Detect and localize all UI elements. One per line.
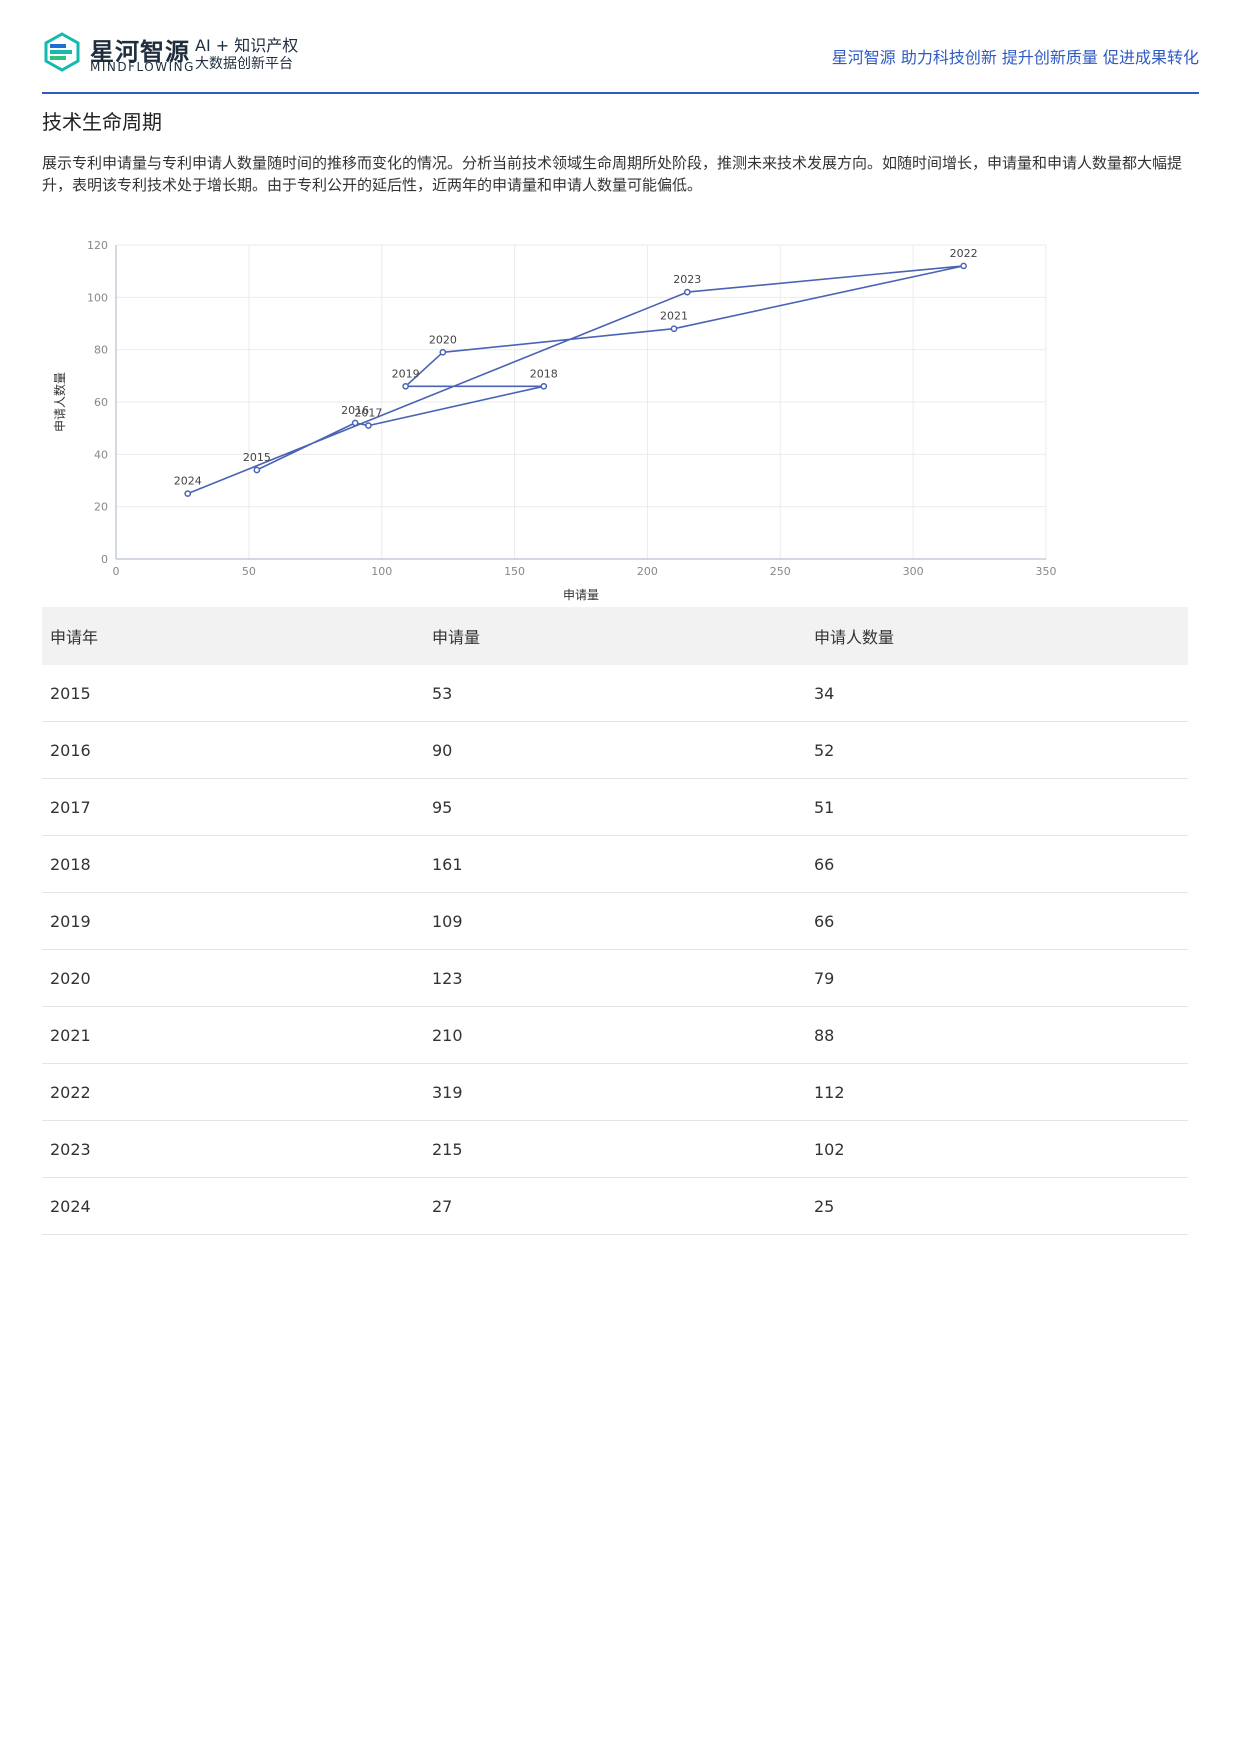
table-cell-applicants: 51 (806, 778, 1188, 836)
data-point (184, 490, 192, 497)
table-row: 2023 215 102 (42, 1120, 1188, 1178)
y-tick-label: 120 (87, 239, 108, 252)
y-tick-label: 0 (101, 553, 108, 566)
table-row: 2015 53 34 (42, 665, 1188, 722)
data-label: 2017 (354, 407, 382, 420)
data-point (683, 288, 691, 296)
table-cell-year: 2016 (42, 721, 424, 779)
data-point (253, 466, 261, 474)
table-cell-applicants: 66 (806, 835, 1188, 893)
data-label: 2022 (950, 247, 978, 260)
table-cell-applications: 95 (424, 778, 806, 836)
table-cell-year: 2015 (42, 665, 424, 722)
table-cell-year: 2023 (42, 1120, 424, 1178)
x-tick-label: 150 (504, 565, 525, 578)
table-cell-applicants: 52 (806, 721, 1188, 779)
data-label: 2018 (530, 367, 558, 380)
table-row: 2024 27 25 (42, 1177, 1188, 1235)
table-row: 2018 161 66 (42, 835, 1188, 893)
table-cell-applications: 123 (424, 949, 806, 1007)
table-header-year: 申请年 (42, 607, 424, 665)
table-cell-year: 2020 (42, 949, 424, 1007)
x-tick-label: 50 (242, 565, 256, 578)
table-header-applicants: 申请人数量 (806, 607, 1188, 665)
data-label: 2019 (392, 367, 420, 380)
table-cell-applicants: 25 (806, 1177, 1188, 1235)
y-axis-title: 申请人数量 (52, 372, 67, 432)
table-body: 2015 53 34 2016 90 52 2017 95 51 2018 161 66 2019 109… (42, 665, 1188, 1235)
table-cell-applications: 27 (424, 1177, 806, 1235)
x-tick-label: 200 (637, 565, 658, 578)
series-line (187, 265, 965, 495)
page-header: 星河智源 MINDFLOWING AI + 知识产权 大数据创新平台 星河智源 … (42, 28, 1199, 92)
data-label: 2015 (243, 451, 271, 464)
y-tick-label: 60 (94, 396, 108, 409)
x-tick-label: 350 (1036, 565, 1057, 578)
data-point (960, 262, 967, 270)
table-row: 2016 90 52 (42, 721, 1188, 779)
table-cell-applicants: 66 (806, 892, 1188, 950)
table-cell-year: 2018 (42, 835, 424, 893)
table-cell-applications: 215 (424, 1120, 806, 1178)
table-cell-applications: 210 (424, 1006, 806, 1064)
mindflowing-logo-icon (44, 32, 80, 72)
table-row: 2021 210 88 (42, 1006, 1188, 1064)
table-cell-applications: 109 (424, 892, 806, 950)
y-tick-label: 40 (94, 448, 108, 461)
table-cell-applicants: 79 (806, 949, 1188, 1007)
table-cell-applications: 161 (424, 835, 806, 893)
data-label: 2021 (660, 310, 688, 323)
table-cell-applicants: 112 (806, 1063, 1188, 1121)
table-header-row: 申请年 申请量 申请人数量 (42, 607, 1188, 665)
data-label: 2023 (673, 273, 701, 286)
lifecycle-chart: 0 50 100 150 200 250 300 350 0 20 40 60 80 100 120 申请量 申… (42, 232, 1199, 608)
data-point (670, 325, 678, 333)
header-slogan: 星河智源 助力科技创新 提升创新质量 促进成果转化 (831, 48, 1199, 67)
y-tick-label: 80 (94, 344, 108, 357)
brand-tagline-primary: AI + 知识产权 (195, 36, 299, 55)
data-label: 2020 (429, 333, 457, 346)
x-tick-label: 300 (903, 565, 924, 578)
table-row: 2020 123 79 (42, 949, 1188, 1007)
table-cell-year: 2022 (42, 1063, 424, 1121)
y-tick-label: 20 (94, 501, 108, 514)
table-row: 2022 319 112 (42, 1063, 1188, 1121)
header-divider (42, 92, 1199, 94)
brand-name-cn: 星河智源 (90, 38, 190, 66)
data-point (439, 348, 447, 356)
section-description: 展示专利申请量与专利申请人数量随时间的推移而变化的情况。分析当前技术领域生命周期… (42, 154, 1183, 194)
data-point (540, 382, 548, 390)
data-label: 2024 (174, 475, 202, 488)
table-cell-year: 2019 (42, 892, 424, 950)
x-tick-label: 250 (770, 565, 791, 578)
table-header-applications: 申请量 (424, 607, 806, 665)
brand-name-en: MINDFLOWING (90, 60, 195, 74)
table-cell-applications: 53 (424, 665, 806, 722)
data-label: 2016 (341, 404, 369, 417)
lifecycle-table: 申请年 申请量 申请人数量 2015 53 34 2016 90 52 2017 95 51 20… (42, 607, 1188, 1235)
data-point (365, 422, 372, 429)
section-title: 技术生命周期 (42, 110, 162, 134)
x-tick-label: 0 (113, 565, 120, 578)
y-tick-label: 100 (87, 291, 108, 304)
table-cell-applications: 319 (424, 1063, 806, 1121)
table-cell-applications: 90 (424, 721, 806, 779)
table-cell-applicants: 102 (806, 1120, 1188, 1178)
data-point (351, 419, 359, 427)
table-row: 2019 109 66 (42, 892, 1188, 950)
table-cell-applicants: 88 (806, 1006, 1188, 1064)
table-cell-year: 2021 (42, 1006, 424, 1064)
table-cell-applicants: 34 (806, 665, 1188, 722)
data-point (402, 382, 409, 390)
lifecycle-chart-svg: 0 50 100 150 200 250 300 350 0 20 40 60 80 100 120 申请量 申… (52, 239, 1057, 602)
x-tick-label: 100 (371, 565, 392, 578)
brand-tagline-secondary: 大数据创新平台 (195, 56, 293, 72)
table-row: 2017 95 51 (42, 778, 1188, 836)
table-cell-year: 2017 (42, 778, 424, 836)
table-cell-year: 2024 (42, 1177, 424, 1235)
x-axis-title: 申请量 (563, 588, 599, 602)
